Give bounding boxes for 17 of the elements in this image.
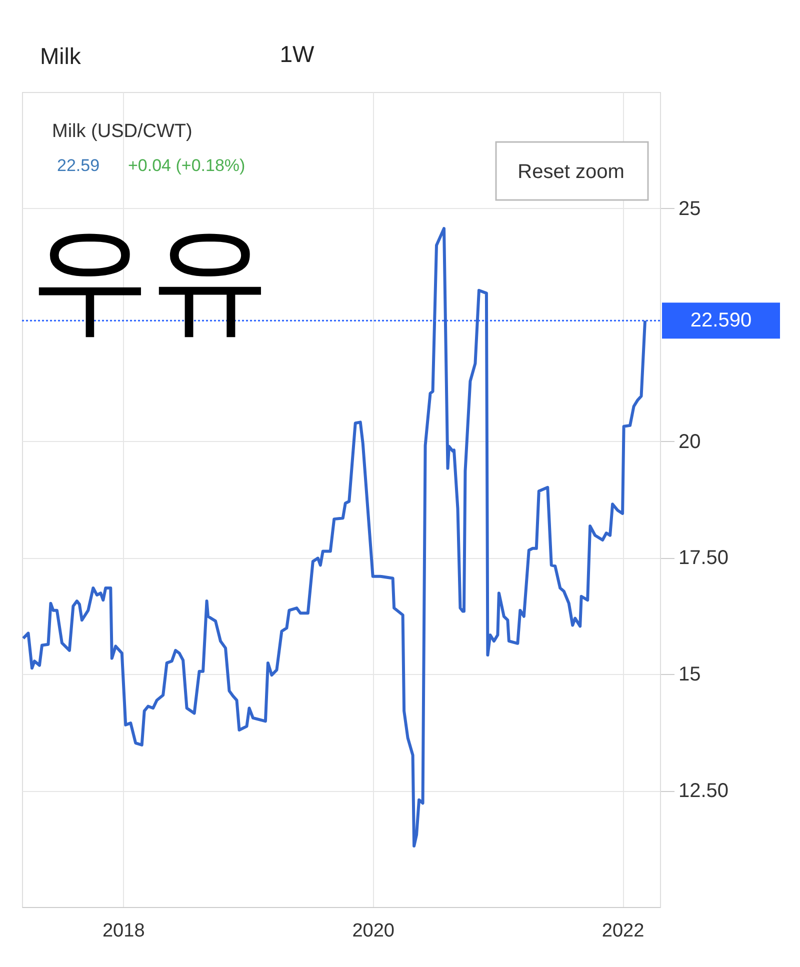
text: 1W [280,41,315,67]
ref-line-label: 22.590 [690,310,752,332]
y-tick-label: 17.50 [678,547,729,570]
x-tick-label: 2020 [352,920,394,942]
line-series [22,226,647,848]
y-tick-label: 12.50 [678,780,729,802]
annotation: 우유 [30,212,270,346]
x-tick-label: 2018 [102,920,145,942]
y-tick-label: 25 [678,198,701,220]
text: Milk [40,43,82,69]
annotation: Reset zoom [518,161,624,183]
x-tick-label: 2022 [602,920,644,942]
annotation: 22.59 [57,156,100,175]
y-tick-label: 20 [678,430,701,453]
annotation: +0.04 (+0.18%) [128,156,246,175]
text: Milk (USD/CWT) [52,121,192,142]
y-tick-label: 15 [678,664,701,686]
